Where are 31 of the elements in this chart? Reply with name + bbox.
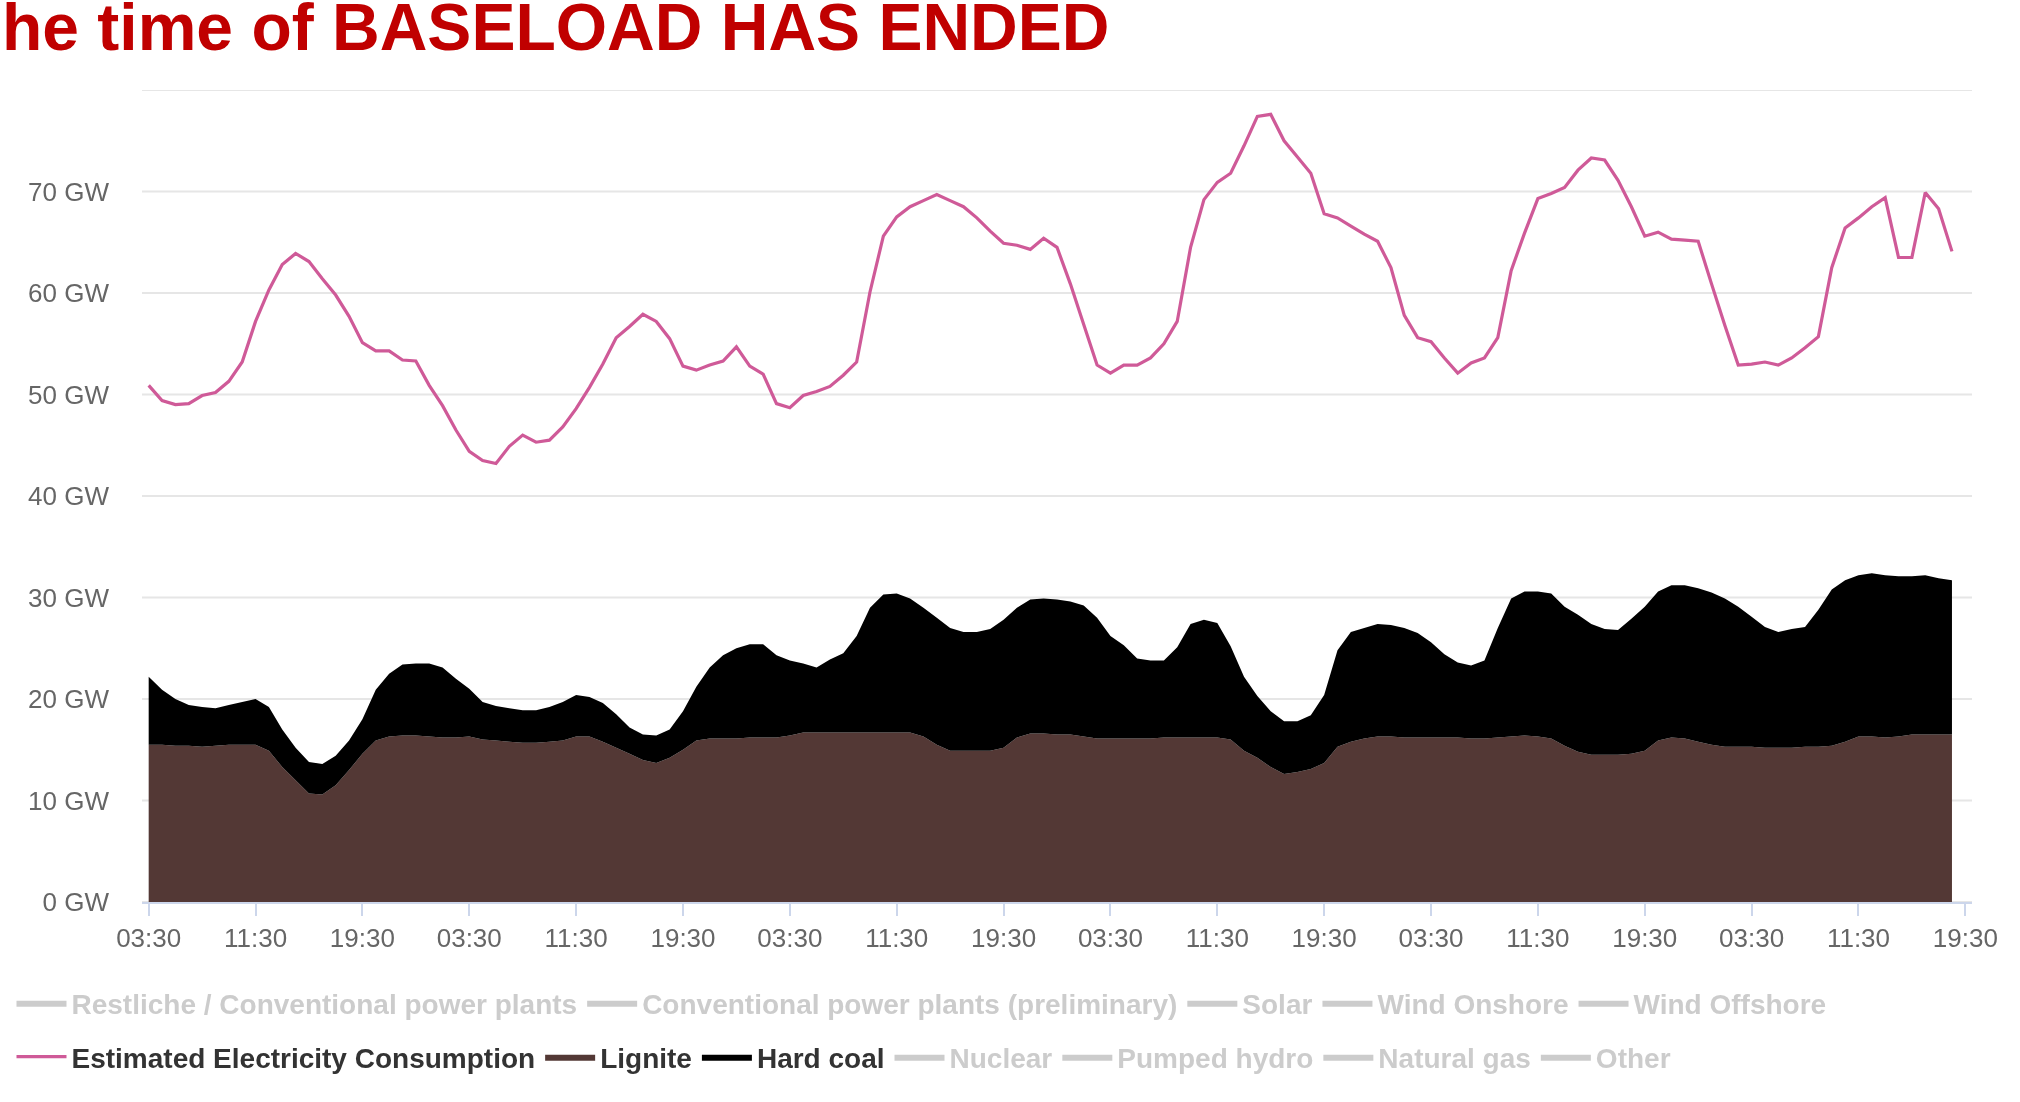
legend-label: Lignite (600, 1042, 692, 1074)
legend-label: Hard coal (756, 1042, 885, 1074)
x-tick-label: 03:30 (1719, 923, 1785, 954)
x-tick-label: 11:30 (1185, 923, 1249, 954)
y-tick-label: 10 GW (28, 785, 110, 816)
y-tick-label: 20 GW (28, 684, 110, 715)
x-tick-label: 03:30 (757, 923, 823, 954)
y-tick-label: 60 GW (28, 278, 110, 309)
y-tick-label: 0 GW (42, 887, 110, 918)
x-tick-label: 19:30 (1612, 923, 1678, 954)
x-tick-label: 11:30 (1506, 923, 1570, 954)
y-tick-label: 30 GW (28, 582, 110, 613)
x-tick-label: 11:30 (223, 923, 288, 954)
y-tick-label: 70 GW (28, 176, 110, 207)
x-tick-label: 03:30 (116, 923, 182, 954)
x-tick-label: 19:30 (971, 923, 1037, 954)
y-tick-label: 40 GW (28, 481, 110, 512)
line-series (147, 112, 1954, 466)
x-tick-label: 19:30 (329, 923, 395, 954)
x-tick-label: 03:30 (436, 923, 502, 954)
y-tick-label: 50 GW (28, 379, 110, 410)
x-tick-label: 19:30 (1932, 923, 1998, 954)
x-tick-label: 11:30 (544, 923, 608, 954)
x-tick-label: 11:30 (865, 923, 929, 954)
x-tick-label: 11:30 (1826, 923, 1891, 954)
chart-title: he time of BASELOAD HAS ENDED (2, 0, 1110, 64)
legend-label: Estimated Electricity Consumption (71, 1042, 536, 1074)
x-tick-label: 19:30 (1291, 923, 1357, 954)
x-tick-label: 03:30 (1398, 923, 1464, 954)
x-tick-label: 19:30 (650, 923, 716, 954)
x-tick-label: 03:30 (1077, 923, 1143, 954)
